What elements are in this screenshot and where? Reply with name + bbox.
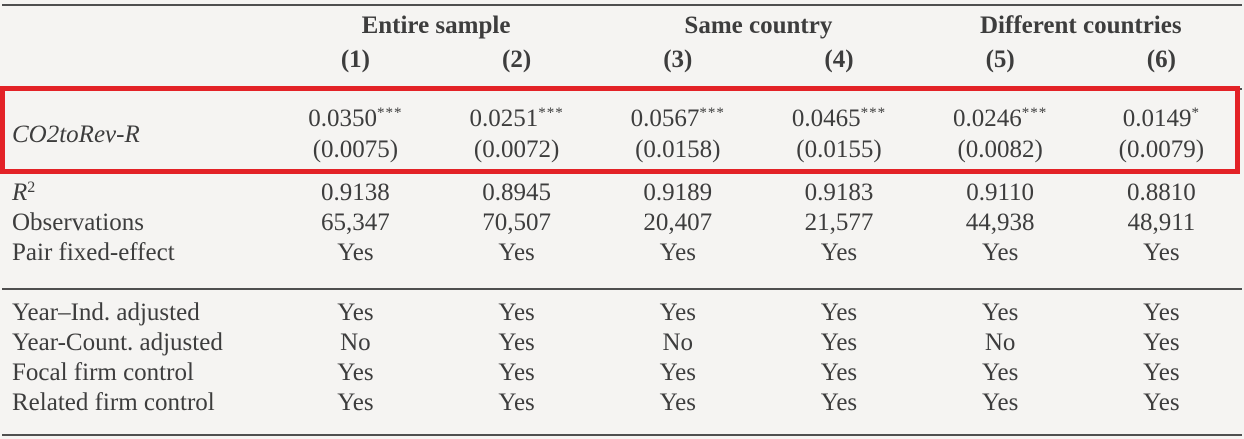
table-cell: 48,911 [1127,209,1196,236]
stat-label-text: R [12,179,28,206]
table-cell: 65,347 [321,209,390,236]
stat-label-superscript: 2 [27,179,36,196]
control-label: Focal firm control [12,359,194,386]
table-cell: 0.8945 [482,179,551,206]
table-cell: 20,407 [643,209,713,236]
table-cell: No [984,329,1016,356]
table-cell: 0.9138 [321,179,390,206]
table-cell: Yes [981,239,1019,266]
table-cell: Yes [659,239,696,266]
table-cell: Yes [659,299,696,326]
table-cell: Yes [1143,329,1180,356]
coefficient-cell: 0.0350*** (0.0075) [275,89,436,178]
table-cell: No [340,329,371,356]
column-group-different-countries: Different countries [980,12,1182,39]
column-number-header-row: (1) (2) (3) (4) (5) (6) [2,40,1242,89]
table-cell: Yes [981,299,1019,326]
table-cell: 0.9189 [643,179,713,206]
table-cell: Yes [820,299,858,326]
pair-fixed-effect-row: Pair fixed-effect Yes Yes Yes Yes Yes Ye… [2,238,1242,289]
coefficient-cell: 0.0149* (0.0079) [1081,89,1242,178]
regression-results-table: Entire sample Same country Different cou… [2,4,1242,436]
coefficient-value: 0.0350 [308,105,378,132]
table-cell: Yes [498,359,535,386]
coefficient-value: 0.0465 [791,105,861,132]
table-cell: 70,507 [482,209,551,236]
table-cell: Yes [820,239,858,266]
table-cell: 44,938 [965,209,1035,236]
significance-stars: *** [860,105,887,121]
column-group-header-row: Entire sample Same country Different cou… [2,5,1242,40]
table-cell: Yes [337,299,374,326]
table-cell: 0.8810 [1127,179,1196,206]
table-cell: Yes [1143,389,1180,416]
column-header-4: (4) [824,46,854,73]
table-cell: Yes [981,359,1019,386]
control-label: Year-Count. adjusted [12,329,223,356]
significance-stars: *** [377,105,403,121]
significance-stars: *** [538,105,564,121]
significance-stars: *** [699,105,725,121]
empty-corner-cell [2,5,275,40]
related-firm-control-row: Related firm control Yes Yes Yes Yes Yes… [2,388,1242,435]
table-cell: Yes [337,359,374,386]
stat-label: Pair fixed-effect [12,239,175,266]
standard-error: (0.0075) [312,136,399,163]
table-cell: Yes [498,329,535,356]
table-cell: No [662,329,694,356]
standard-error: (0.0079) [1118,136,1205,163]
column-header-6: (6) [1146,46,1176,73]
table-cell: Yes [1143,299,1180,326]
table-cell: Yes [820,359,858,386]
r-squared-row: R2 0.9138 0.8945 0.9189 0.9183 0.9110 0.… [2,178,1242,208]
coefficient-cell: 0.0465*** (0.0155) [758,89,919,178]
table-cell: 0.9110 [966,179,1035,206]
table-cell: 0.9183 [804,179,874,206]
standard-error: (0.0082) [957,136,1043,163]
table-cell: Yes [820,389,858,416]
column-header-1: (1) [340,46,370,73]
focal-firm-control-row: Focal firm control Yes Yes Yes Yes Yes Y… [2,358,1242,388]
column-group-same-country: Same country [684,12,833,39]
table-cell: Yes [337,239,374,266]
significance-stars: *** [1021,105,1048,121]
coefficient-value: 0.0251 [469,105,539,132]
standard-error: (0.0158) [635,136,721,163]
stat-label: R2 [2,178,275,208]
table-cell: Yes [820,329,858,356]
standard-error: (0.0072) [473,136,560,163]
table-cell: Yes [659,359,696,386]
control-label: Year–Ind. adjusted [12,299,200,326]
year-ind-adjusted-row: Year–Ind. adjusted Yes Yes Yes Yes Yes Y… [2,289,1242,328]
coefficient-value: 0.0149 [1122,105,1192,132]
stat-label: Observations [12,209,144,236]
column-header-3: (3) [663,46,693,73]
table-cell: Yes [1143,359,1180,386]
standard-error: (0.0155) [796,136,882,163]
year-count-adjusted-row: Year-Count. adjusted No Yes No Yes No Ye… [2,328,1242,358]
table-cell: Yes [498,389,535,416]
table-cell: Yes [1143,239,1180,266]
column-header-2: (2) [502,46,532,73]
column-header-5: (5) [985,46,1015,73]
coefficient-row-co2torev: CO2toRev-R 0.0350*** (0.0075) 0.0251*** … [2,89,1242,178]
column-group-entire-sample: Entire sample [361,12,511,39]
table-cell: Yes [498,299,535,326]
table-cell: Yes [337,389,374,416]
control-label: Related firm control [12,389,215,416]
observations-row: Observations 65,347 70,507 20,407 21,577… [2,208,1242,238]
coefficient-value: 0.0567 [630,105,700,132]
empty-corner-cell [2,40,275,89]
coefficient-cell: 0.0246*** (0.0082) [920,89,1081,178]
table-cell: Yes [659,389,696,416]
coefficient-value: 0.0246 [953,105,1022,132]
table-cell: 21,577 [804,209,874,236]
coefficient-cell: 0.0567*** (0.0158) [597,89,758,178]
significance-stars: * [1191,105,1200,121]
coefficient-cell: 0.0251*** (0.0072) [436,89,597,178]
variable-label: CO2toRev-R [12,120,140,148]
table-cell: Yes [498,239,535,266]
table-cell: Yes [981,389,1019,416]
